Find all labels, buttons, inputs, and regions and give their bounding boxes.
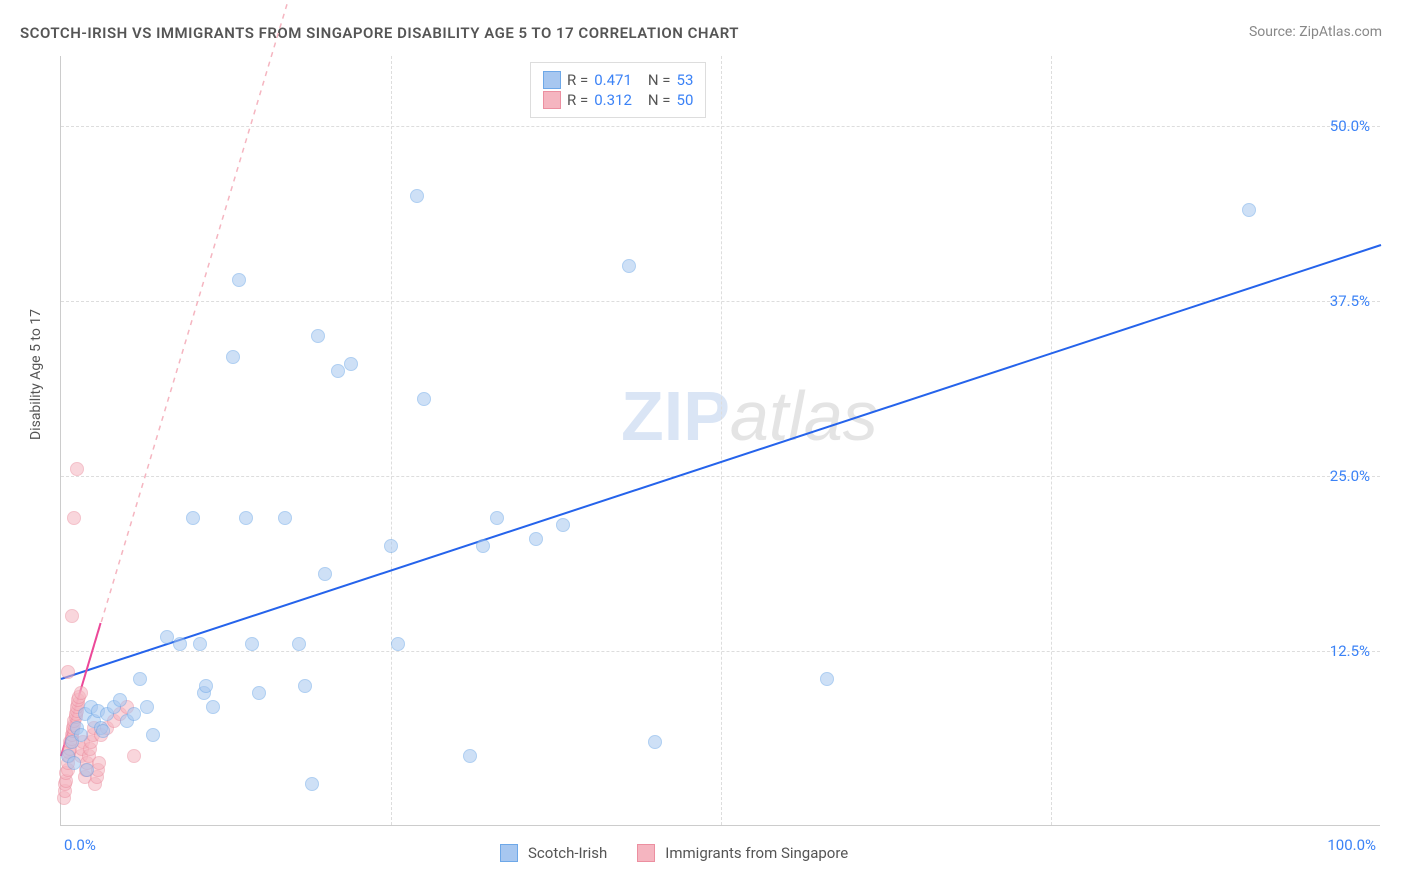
data-point <box>140 700 154 714</box>
chart-plot-area: ZIPatlas 12.5% 25.0% 37.5% 50.0% <box>60 56 1380 826</box>
data-point <box>160 630 174 644</box>
source-label: Source: <box>1249 24 1296 40</box>
data-point <box>529 532 543 546</box>
y-tick-label: 37.5% <box>1330 292 1370 310</box>
data-point <box>391 637 405 651</box>
x-tick-label: 0.0% <box>64 836 96 854</box>
y-tick-label: 50.0% <box>1330 117 1370 135</box>
legend-n-label: N = <box>648 71 671 89</box>
data-point <box>239 511 253 525</box>
watermark: ZIPatlas <box>621 376 878 456</box>
data-point <box>96 724 110 738</box>
y-tick-label: 12.5% <box>1330 642 1370 660</box>
correlation-legend: R = 0.471 N = 53 R = 0.312 N = 50 <box>530 62 706 118</box>
data-point <box>65 609 79 623</box>
legend-swatch <box>543 71 561 89</box>
data-point <box>410 189 424 203</box>
data-point <box>67 756 81 770</box>
legend-n-label: N = <box>648 91 671 109</box>
data-point <box>186 511 200 525</box>
series-legend: Scotch-Irish Immigrants from Singapore <box>500 844 868 862</box>
data-point <box>820 672 834 686</box>
gridline-vertical <box>391 56 392 825</box>
data-point <box>245 637 259 651</box>
y-axis-title: Disability Age 5 to 17 <box>28 309 44 440</box>
data-point <box>622 259 636 273</box>
gridline-vertical <box>721 56 722 825</box>
data-point <box>173 637 187 651</box>
legend-r-label: R = <box>567 91 588 109</box>
watermark-atlas: atlas <box>730 377 878 455</box>
data-point <box>127 707 141 721</box>
data-point <box>1242 203 1256 217</box>
data-point <box>226 350 240 364</box>
data-point <box>556 518 570 532</box>
data-point <box>80 763 94 777</box>
data-point <box>199 679 213 693</box>
data-point <box>305 777 319 791</box>
legend-correlation-row: R = 0.471 N = 53 <box>543 71 693 89</box>
watermark-zip: ZIP <box>621 377 730 455</box>
data-point <box>384 539 398 553</box>
source-attribution: Source: ZipAtlas.com <box>1249 24 1382 40</box>
data-point <box>318 567 332 581</box>
data-point <box>476 539 490 553</box>
chart-title: SCOTCH-IRISH VS IMMIGRANTS FROM SINGAPOR… <box>20 24 739 42</box>
data-point <box>490 511 504 525</box>
legend-series-label: Scotch-Irish <box>528 844 607 862</box>
data-point <box>463 749 477 763</box>
data-point <box>67 511 81 525</box>
data-point <box>74 686 88 700</box>
data-point <box>133 672 147 686</box>
legend-r-label: R = <box>567 71 588 89</box>
data-point <box>648 735 662 749</box>
legend-n-value: 50 <box>677 91 694 109</box>
data-point <box>331 364 345 378</box>
data-point <box>292 637 306 651</box>
source-site: ZipAtlas.com <box>1299 24 1382 40</box>
legend-swatch <box>543 91 561 109</box>
data-point <box>127 749 141 763</box>
data-point <box>146 728 160 742</box>
data-point <box>344 357 358 371</box>
data-point <box>193 637 207 651</box>
legend-correlation-row: R = 0.312 N = 50 <box>543 91 693 109</box>
legend-swatch <box>500 844 518 862</box>
legend-series-label: Immigrants from Singapore <box>665 844 848 862</box>
data-point <box>417 392 431 406</box>
data-point <box>74 728 88 742</box>
legend-r-value: 0.471 <box>594 71 632 89</box>
data-point <box>252 686 266 700</box>
data-point <box>61 665 75 679</box>
data-point <box>206 700 220 714</box>
data-point <box>311 329 325 343</box>
data-point <box>232 273 246 287</box>
data-point <box>278 511 292 525</box>
legend-r-value: 0.312 <box>594 91 632 109</box>
legend-n-value: 53 <box>677 71 694 89</box>
data-point <box>70 462 84 476</box>
x-tick-label: 100.0% <box>1327 836 1376 854</box>
data-point <box>113 693 127 707</box>
legend-swatch <box>637 844 655 862</box>
gridline-vertical <box>1051 56 1052 825</box>
data-point <box>298 679 312 693</box>
y-tick-label: 25.0% <box>1330 467 1370 485</box>
data-point <box>92 756 106 770</box>
